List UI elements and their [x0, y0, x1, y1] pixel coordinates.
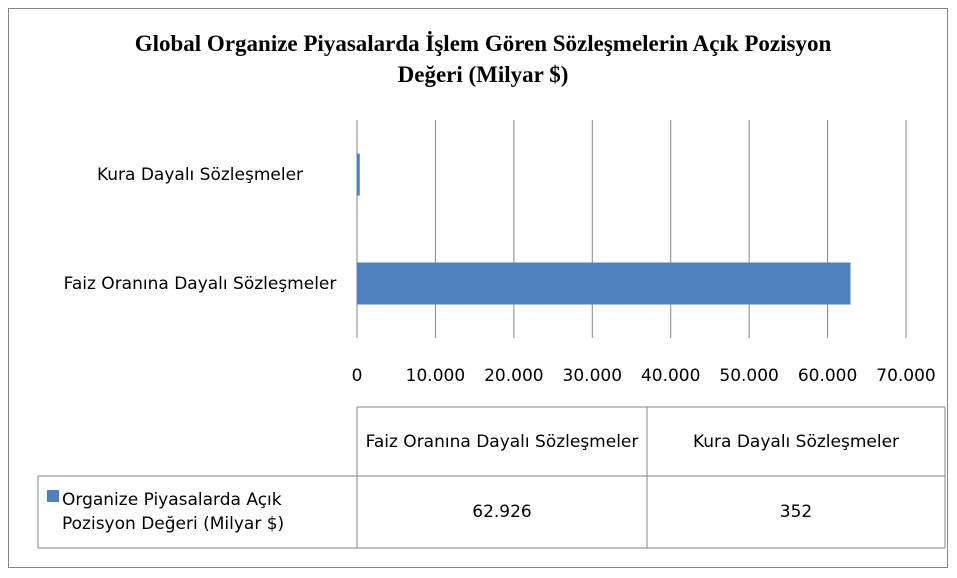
x-tick-label: 30.000: [562, 366, 623, 386]
x-tick-label: 20.000: [484, 366, 544, 386]
y-tick-label: Kura Dayalı Sözleşmeler: [96, 164, 304, 185]
table-value: 352: [779, 502, 813, 522]
y-tick-label: Faiz Oranına Dayalı Sözleşmeler: [63, 273, 337, 294]
x-tick-label: 40.000: [640, 366, 701, 386]
x-tick-label: 70.000: [876, 366, 936, 386]
bar: [357, 262, 851, 305]
x-tick-label: 0: [351, 366, 363, 386]
table-header: Kura Dayalı Sözleşmeler: [692, 431, 900, 452]
x-tick-label: 60.000: [797, 366, 858, 386]
x-tick-label: 50.000: [719, 366, 779, 386]
bar: [357, 153, 360, 196]
legend-label: Organize Piyasalarda Açık Pozisyon Değer…: [62, 490, 285, 534]
legend-key: [47, 490, 59, 502]
table-value: 62.926: [472, 502, 532, 522]
x-tick-label: 10.000: [405, 366, 466, 386]
table-header: Faiz Oranına Dayalı Sözleşmeler: [365, 431, 639, 452]
chart-title: Global Organize Piyasalarda İşlem Gören …: [134, 31, 832, 87]
